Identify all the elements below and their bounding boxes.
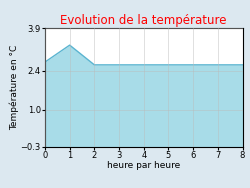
Title: Evolution de la température: Evolution de la température bbox=[60, 14, 227, 27]
Y-axis label: Température en °C: Température en °C bbox=[10, 45, 19, 130]
X-axis label: heure par heure: heure par heure bbox=[107, 161, 180, 170]
